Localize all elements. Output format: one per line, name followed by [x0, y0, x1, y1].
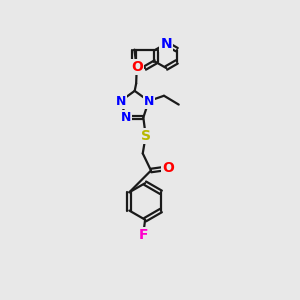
Text: F: F: [139, 228, 148, 242]
Text: N: N: [121, 111, 131, 124]
Text: O: O: [131, 60, 143, 74]
Text: N: N: [160, 37, 172, 50]
Text: S: S: [141, 129, 151, 143]
Text: N: N: [143, 94, 154, 108]
Text: O: O: [162, 161, 174, 175]
Text: N: N: [116, 94, 126, 108]
